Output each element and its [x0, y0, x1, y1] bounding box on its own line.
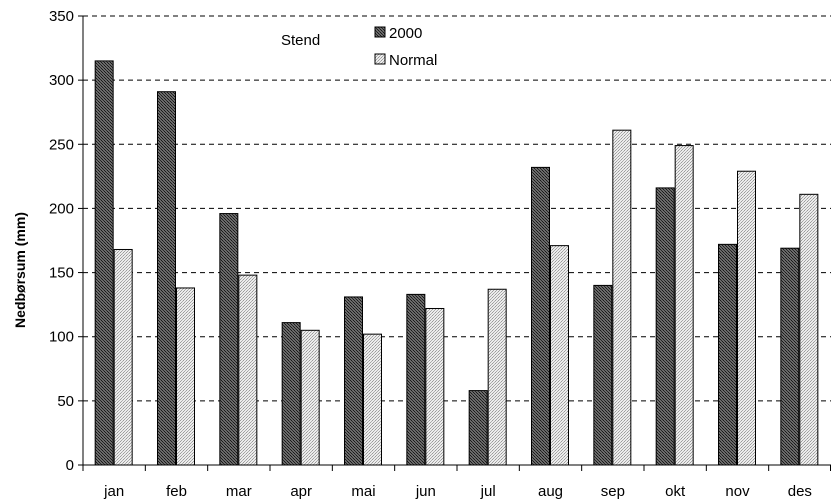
- y-tick-label: 250: [49, 136, 74, 153]
- x-tick-label: aug: [538, 483, 563, 500]
- bar-2000-jul: [468, 390, 488, 466]
- x-tick-label: jul: [480, 483, 496, 500]
- legend-title: Stend: [281, 32, 320, 49]
- y-tick-label: 0: [66, 457, 74, 474]
- bar-2000-feb: [157, 91, 176, 466]
- bar-2000-okt: [655, 187, 675, 466]
- legend-swatch-2000: [374, 26, 386, 38]
- bar-2000-jun: [406, 293, 426, 466]
- legend-label-normal: Normal: [389, 52, 437, 69]
- bar-2000-mai: [344, 296, 363, 466]
- x-tick-label: okt: [665, 483, 686, 500]
- x-tick-label: nov: [725, 483, 750, 500]
- y-tick-labels: 0 50 100 150 200 250 300 350: [49, 8, 74, 474]
- bar-normal-jun: [425, 307, 445, 466]
- bar-normal-aug: [550, 245, 569, 466]
- bar-2000-sep: [593, 284, 613, 466]
- bar-normal-jul: [487, 288, 507, 466]
- legend-item-2000: 2000: [374, 25, 422, 42]
- y-tick-label: 50: [57, 393, 74, 410]
- bar-normal-sep: [612, 129, 632, 466]
- legend-label-2000: 2000: [389, 25, 422, 42]
- y-tick-label: 200: [49, 200, 74, 217]
- x-tick-label: feb: [166, 483, 187, 500]
- y-axis-title: Nedbørsum (mm): [12, 212, 28, 328]
- bar-2000-mar: [219, 213, 239, 466]
- x-tick-label: mar: [226, 483, 252, 500]
- legend-item-normal: Normal: [374, 52, 437, 69]
- bar-2000-apr: [281, 322, 301, 466]
- bar-normal-feb: [176, 287, 195, 466]
- gridlines: [83, 15, 831, 402]
- bar-normal-nov: [737, 170, 756, 466]
- y-tick-label: 350: [49, 8, 74, 25]
- bars: [94, 60, 819, 466]
- bar-normal-mai: [363, 333, 382, 466]
- bar-2000-nov: [718, 243, 737, 466]
- y-tick-label: 150: [49, 265, 74, 282]
- y-tick-label: 100: [49, 329, 74, 346]
- legend-swatch-normal: [374, 53, 386, 65]
- y-tick-label: 300: [49, 72, 74, 89]
- axes: [78, 15, 831, 471]
- x-tick-label: sep: [601, 483, 625, 500]
- bar-normal-okt: [674, 145, 694, 466]
- x-tick-label: mai: [351, 483, 375, 500]
- x-tick-labels: jan feb mar apr mai jun jul aug sep okt nov des: [103, 483, 812, 500]
- bar-normal-des: [799, 193, 819, 466]
- legend: Stend 2000 Normal: [281, 25, 437, 69]
- bar-normal-jan: [113, 248, 133, 466]
- bar-2000-jan: [94, 60, 114, 466]
- bar-normal-mar: [238, 274, 258, 466]
- bar-2000-des: [780, 247, 800, 466]
- x-tick-label: des: [788, 483, 812, 500]
- bar-normal-apr: [300, 329, 320, 466]
- x-tick-label: apr: [290, 483, 312, 500]
- x-tick-label: jan: [103, 483, 124, 500]
- x-tick-label: jun: [415, 483, 436, 500]
- bar-2000-aug: [531, 166, 550, 466]
